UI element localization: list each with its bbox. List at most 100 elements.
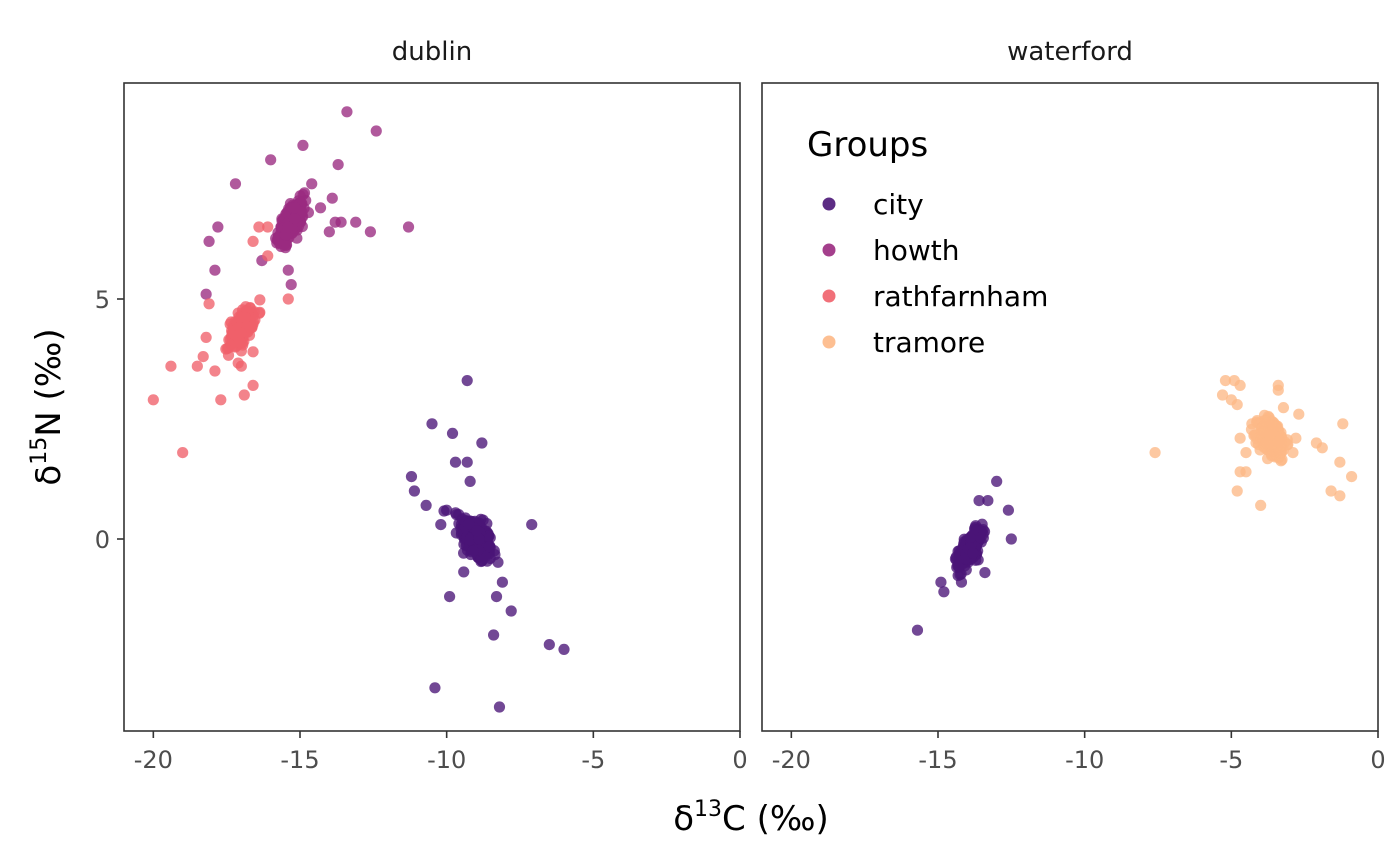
panel-border-waterford — [761, 82, 1379, 732]
legend-item-city: city — [822, 188, 924, 221]
legend-label-howth: howth — [873, 234, 960, 267]
point-city-dublin — [526, 519, 538, 531]
panel-border-dublin — [123, 82, 741, 732]
point-howth-dublin — [298, 187, 311, 199]
point-city-waterford — [977, 524, 989, 536]
point-rathfarnham-dublin — [147, 394, 159, 406]
point-tramore-waterford — [1231, 485, 1243, 497]
point-city-dublin — [405, 471, 418, 483]
point-rathfarnham-dublin — [247, 346, 259, 358]
point-howth-dublin — [282, 221, 294, 233]
point-city-dublin — [420, 499, 432, 511]
point-city-dublin — [490, 591, 503, 603]
point-city-dublin — [543, 639, 555, 651]
point-rathfarnham-dublin — [262, 221, 274, 233]
point-howth-dublin — [212, 221, 224, 233]
x-tick-label: -10 — [1065, 746, 1104, 774]
point-rathfarnham-dublin — [209, 365, 221, 377]
point-rathfarnham-dublin — [235, 327, 247, 339]
point-howth-dublin — [323, 226, 335, 238]
point-tramore-waterford — [1149, 447, 1161, 459]
panel-waterford: waterford -20 -15 -10 -5 0 — [761, 37, 1386, 774]
point-howth-dublin — [297, 139, 309, 151]
point-howth-dublin — [306, 178, 318, 190]
point-rathfarnham-dublin — [247, 379, 259, 391]
point-tramore-waterford — [1255, 499, 1267, 511]
point-tramore-waterford — [1264, 429, 1276, 441]
point-howth-dublin — [285, 279, 297, 291]
y-tick-label: 0 — [95, 526, 110, 554]
legend: Groups city howth rathfarnham tramore — [807, 125, 1048, 359]
y-tick-label: 5 — [95, 286, 110, 314]
point-city-dublin — [453, 508, 465, 521]
point-rathfarnham-dublin — [282, 293, 294, 305]
points-dublin — [147, 106, 570, 713]
point-tramore-waterford — [1240, 447, 1252, 459]
point-tramore-waterford — [1275, 430, 1287, 442]
point-tramore-waterford — [1267, 420, 1279, 432]
point-howth-dublin — [265, 154, 277, 166]
point-tramore-waterford — [1293, 408, 1305, 420]
point-city-dublin — [461, 456, 473, 468]
point-city-dublin — [464, 475, 476, 487]
point-tramore-waterford — [1325, 485, 1337, 497]
point-city-dublin — [426, 418, 438, 430]
point-tramore-waterford — [1337, 418, 1349, 430]
point-city-dublin — [558, 643, 570, 656]
legend-label-tramore: tramore — [873, 326, 985, 359]
point-city-dublin — [441, 504, 453, 516]
point-city-dublin — [505, 605, 517, 617]
point-rathfarnham-dublin — [253, 221, 265, 233]
point-city-waterford — [973, 495, 985, 507]
x-tick-label: -15 — [280, 746, 319, 774]
point-rathfarnham-dublin — [244, 301, 256, 314]
legend-item-tramore: tramore — [822, 326, 985, 359]
point-city-waterford — [955, 576, 968, 588]
point-city-dublin — [435, 519, 447, 531]
point-rathfarnham-dublin — [235, 360, 247, 372]
point-rathfarnham-dublin — [203, 298, 215, 310]
point-tramore-waterford — [1246, 418, 1258, 430]
point-city-waterford — [964, 532, 976, 544]
point-city-dublin — [461, 375, 473, 387]
y-axis-dublin: 05 — [95, 286, 124, 554]
point-rathfarnham-dublin — [165, 360, 177, 372]
point-howth-dublin — [335, 216, 347, 228]
point-howth-dublin — [288, 213, 301, 225]
x-tick-label: -20 — [772, 746, 811, 774]
x-tick-label: 0 — [732, 746, 747, 774]
point-tramore-waterford — [1334, 456, 1346, 468]
point-howth-dublin — [282, 264, 294, 276]
point-tramore-waterford — [1256, 422, 1268, 434]
legend-label-rathfarnham: rathfarnham — [873, 280, 1048, 313]
point-city-waterford — [911, 624, 924, 636]
point-city-dublin — [458, 566, 470, 578]
point-city-waterford — [938, 586, 950, 598]
point-city-waterford — [982, 495, 994, 507]
point-city-dublin — [471, 525, 483, 537]
point-rathfarnham-dublin — [239, 312, 251, 324]
facet-label-waterford: waterford — [1007, 37, 1133, 67]
point-city-dublin — [484, 552, 496, 564]
point-tramore-waterford — [1266, 450, 1278, 462]
y-axis-title-rest: N (‰) — [29, 328, 69, 436]
x-tick-label: -5 — [581, 746, 605, 774]
points-waterford — [911, 375, 1358, 636]
point-tramore-waterford — [1346, 471, 1358, 483]
point-tramore-waterford — [1287, 447, 1299, 459]
x-axis-title-delta: δ — [673, 799, 694, 839]
point-city-dublin — [496, 576, 508, 588]
point-city-dublin — [463, 518, 475, 530]
legend-key-howth — [822, 243, 836, 257]
point-howth-dublin — [326, 192, 338, 204]
point-howth-dublin — [229, 178, 242, 190]
point-howth-dublin — [350, 216, 362, 228]
point-tramore-waterford — [1234, 379, 1246, 391]
point-tramore-waterford — [1234, 432, 1246, 444]
y-axis-title: δ15N (‰) — [27, 328, 69, 485]
x-tick-label: -10 — [427, 746, 466, 774]
legend-items: city howth rathfarnham tramore — [822, 188, 1048, 359]
point-tramore-waterford — [1290, 432, 1302, 444]
point-rathfarnham-dublin — [197, 351, 209, 363]
point-rathfarnham-dublin — [220, 343, 232, 355]
